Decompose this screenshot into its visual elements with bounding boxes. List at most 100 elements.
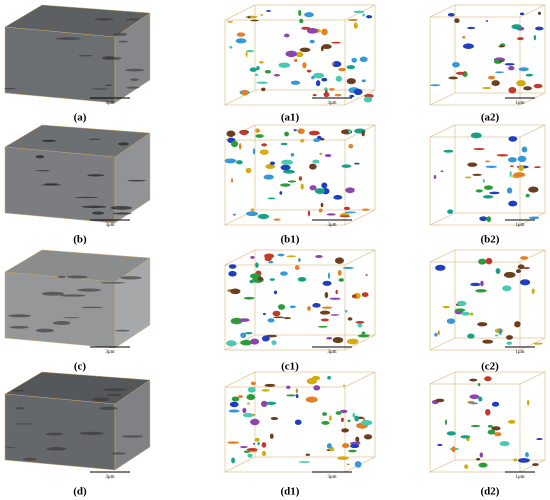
pore (447, 13, 455, 17)
pore (238, 143, 242, 150)
texture (23, 457, 37, 461)
pore (470, 132, 482, 139)
pore (526, 399, 530, 406)
box-edge (519, 249, 546, 263)
pore (290, 152, 295, 157)
texture (92, 211, 105, 215)
pore (313, 385, 321, 391)
panel-label: (c2) (481, 361, 499, 373)
pore (243, 296, 255, 300)
box-edge (224, 4, 256, 21)
pore (338, 67, 346, 72)
pore (517, 264, 525, 270)
panel-label: (c1) (281, 361, 299, 373)
pore (326, 336, 333, 340)
pore (521, 146, 528, 153)
pore (477, 382, 481, 387)
pore (462, 43, 474, 50)
pore (273, 316, 285, 319)
pore (280, 164, 291, 171)
pore (283, 317, 292, 320)
pore (508, 157, 517, 163)
pore (265, 163, 276, 169)
pore (269, 433, 274, 439)
pore (284, 131, 289, 137)
pore (519, 12, 525, 16)
pore (321, 28, 328, 36)
pore (353, 10, 365, 14)
pore (326, 443, 332, 449)
pore (483, 185, 493, 190)
pore (357, 334, 370, 338)
pore (437, 443, 443, 447)
pore (355, 321, 365, 324)
pore (440, 170, 444, 173)
pore (351, 294, 357, 299)
pore (469, 378, 478, 382)
pore (365, 274, 368, 276)
box-edge (429, 212, 456, 226)
pore (508, 200, 518, 207)
pore (482, 86, 492, 90)
pore (456, 300, 467, 307)
box-edge (224, 334, 256, 351)
texture (15, 407, 26, 410)
pore (327, 272, 331, 279)
box-edge (429, 124, 456, 138)
texture (9, 325, 29, 329)
texture (110, 205, 133, 210)
pore (309, 39, 315, 44)
pore (240, 445, 248, 449)
pore (331, 62, 335, 65)
pore (230, 140, 239, 148)
pore (475, 189, 483, 193)
pore (327, 376, 331, 380)
pore (322, 280, 332, 286)
pore (354, 461, 362, 468)
pore (523, 86, 532, 91)
pore (254, 437, 260, 442)
pore (320, 202, 324, 208)
pore (280, 142, 288, 146)
box-front (429, 261, 521, 351)
pore (506, 335, 513, 340)
box-edge (519, 92, 546, 106)
pore (224, 158, 237, 164)
pore (278, 62, 291, 68)
pore (482, 195, 494, 199)
pore (272, 310, 281, 317)
pore (286, 394, 296, 397)
pore (509, 165, 514, 167)
box-back (254, 249, 376, 336)
pore (498, 328, 503, 335)
scale-label: 3μm (105, 101, 114, 106)
panel-label: (a) (74, 112, 87, 124)
pore (429, 84, 441, 87)
pore (532, 463, 539, 467)
pore (312, 93, 317, 97)
pore (317, 325, 328, 328)
pore (346, 65, 355, 70)
texture (42, 139, 56, 143)
pore (263, 174, 274, 180)
pore (286, 255, 297, 258)
pore (346, 78, 356, 85)
scale-label: 1μm (515, 223, 524, 228)
texture (57, 275, 66, 279)
pore (240, 130, 248, 136)
box-edge (429, 337, 456, 351)
pore (469, 394, 480, 400)
pore (511, 24, 522, 30)
panel-label: (b) (73, 234, 87, 246)
pore (517, 37, 524, 41)
pore (337, 269, 342, 276)
scale-label: 1μm (515, 350, 524, 355)
pore (343, 206, 351, 211)
pore (353, 88, 363, 96)
pore (341, 164, 352, 168)
pore (235, 38, 247, 44)
pore (326, 213, 336, 216)
box-back (454, 249, 546, 339)
pore (514, 321, 521, 328)
